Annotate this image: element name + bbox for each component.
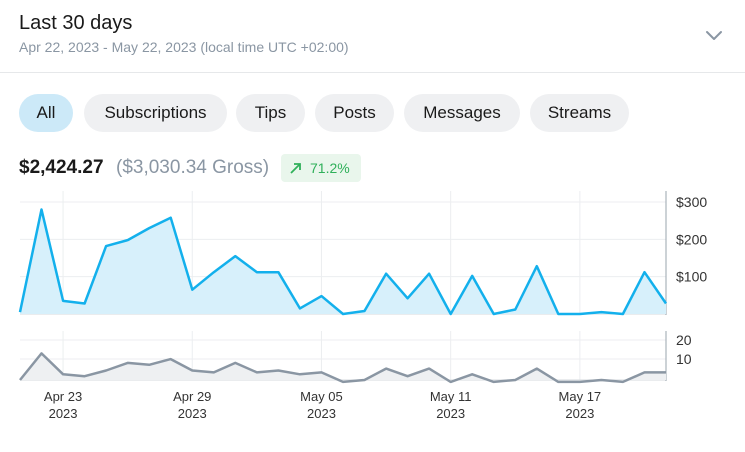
period-range: Apr 22, 2023 - May 22, 2023 (local time … bbox=[19, 39, 349, 55]
earnings-ytick-label: $100 bbox=[676, 269, 707, 285]
count-line bbox=[19, 352, 666, 384]
earnings-area bbox=[20, 209, 666, 314]
x-tick-label: May 17 bbox=[559, 389, 602, 404]
earnings-chart: $300 $200 $100 20 10 Apr 23 2023 Apr 29 2023 May … bbox=[18, 191, 707, 421]
tab-tips[interactable]: Tips bbox=[236, 94, 305, 132]
x-tick-label: May 11 bbox=[430, 389, 472, 404]
x-tick-year: 2023 bbox=[565, 406, 594, 421]
count-area bbox=[20, 353, 666, 382]
x-tick-year: 2023 bbox=[307, 406, 336, 421]
arrow-up-right-icon bbox=[289, 154, 303, 191]
x-tick-label: Apr 29 bbox=[173, 389, 211, 404]
earnings-ytick-label: $200 bbox=[676, 231, 707, 247]
count-ytick-label: 10 bbox=[676, 351, 692, 367]
tab-messages[interactable]: Messages bbox=[404, 94, 520, 132]
period-title: Last 30 days bbox=[19, 12, 133, 34]
tab-posts[interactable]: Posts bbox=[315, 94, 394, 132]
net-earnings: $2,424.27 bbox=[19, 157, 104, 178]
period-header[interactable]: Last 30 days Apr 22, 2023 - May 22, 2023… bbox=[0, 0, 745, 73]
change-value: 71.2% bbox=[310, 160, 350, 176]
x-tick-year: 2023 bbox=[178, 406, 207, 421]
x-tick-year: 2023 bbox=[49, 406, 78, 421]
tab-subscriptions[interactable]: Subscriptions bbox=[84, 94, 227, 132]
tab-all[interactable]: All bbox=[19, 94, 73, 132]
count-ytick-label: 20 bbox=[676, 332, 692, 348]
x-tick-label: May 05 bbox=[300, 389, 343, 404]
earnings-ytick-label: $300 bbox=[676, 194, 707, 210]
change-badge: 71.2% bbox=[281, 154, 361, 182]
tab-streams[interactable]: Streams bbox=[530, 94, 629, 132]
x-tick-year: 2023 bbox=[436, 406, 465, 421]
gross-earnings: ($3,030.34 Gross) bbox=[116, 157, 270, 178]
x-tick-label: Apr 23 bbox=[44, 389, 82, 404]
earnings-line bbox=[18, 208, 668, 316]
chevron-down-icon[interactable] bbox=[700, 24, 728, 48]
